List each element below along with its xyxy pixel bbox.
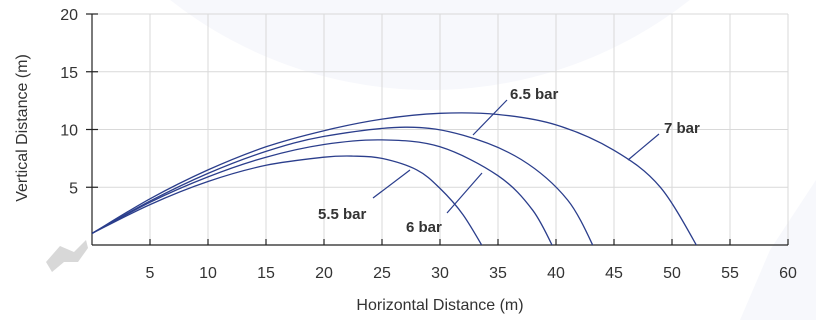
x-tick-label: 15: [257, 265, 275, 282]
x-axis-title: Horizontal Distance (m): [356, 297, 523, 314]
x-tick-label: 5: [146, 265, 155, 282]
x-tick-label: 50: [663, 265, 681, 282]
x-tick-label: 40: [547, 265, 565, 282]
x-tick-label: 55: [721, 265, 739, 282]
y-tick-labels: 5 10 15 20: [60, 7, 78, 197]
x-tick-label: 45: [605, 265, 623, 282]
series-label-6-bar: 6 bar: [406, 219, 442, 236]
series-curves: [92, 112, 698, 245]
y-tick-label: 5: [69, 180, 78, 197]
leader-line-6-5-bar: [472, 99, 508, 136]
leader-line-7-bar: [627, 133, 660, 161]
leader-line-5-5-bar: [372, 169, 411, 199]
series-labels: 5.5 bar 6 bar 6.5 bar 7 bar: [318, 86, 700, 236]
x-tick-label: 20: [315, 265, 333, 282]
y-tick-label: 10: [60, 123, 78, 140]
x-tick-label: 25: [373, 265, 391, 282]
x-tick-label: 60: [779, 265, 797, 282]
y-tick-label: 20: [60, 7, 78, 24]
x-tick-label: 30: [431, 265, 449, 282]
x-tick-labels: 5 10 15 20 25 30 35 40 45 50 55 60: [146, 265, 797, 282]
series-label-6-5-bar: 6.5 bar: [510, 86, 559, 103]
x-tick-label: 10: [199, 265, 217, 282]
axes: [91, 14, 788, 246]
series-line-5-5-bar: [92, 155, 483, 245]
series-line-6-5-bar: [92, 126, 594, 245]
y-axis-title: Vertical Distance (m): [14, 54, 31, 202]
x-tick-label: 35: [489, 265, 507, 282]
series-line-6-bar: [92, 139, 553, 245]
leader-line-6-bar: [446, 172, 483, 214]
series-line-7-bar: [92, 112, 698, 245]
series-label-5-5-bar: 5.5 bar: [318, 206, 367, 223]
nozzle-icon: [46, 240, 88, 272]
y-tick-label: 15: [60, 65, 78, 82]
series-label-7-bar: 7 bar: [664, 120, 700, 137]
